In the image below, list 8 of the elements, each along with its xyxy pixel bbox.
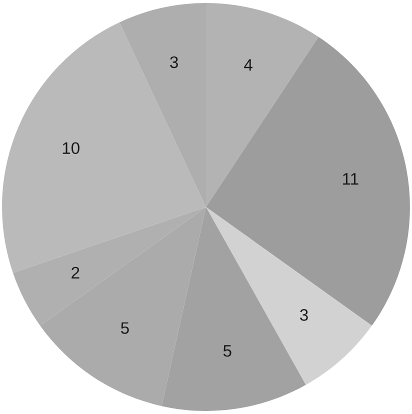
data-label: 3 — [300, 309, 308, 321]
data-label: 4 — [244, 59, 252, 71]
data-label: 5 — [223, 345, 232, 357]
data-label: 5 — [121, 322, 129, 334]
data-label: 10 — [62, 142, 80, 154]
data-label: 11 — [343, 173, 358, 185]
data-label: 3 — [170, 56, 178, 68]
data-label: 2 — [72, 266, 80, 278]
